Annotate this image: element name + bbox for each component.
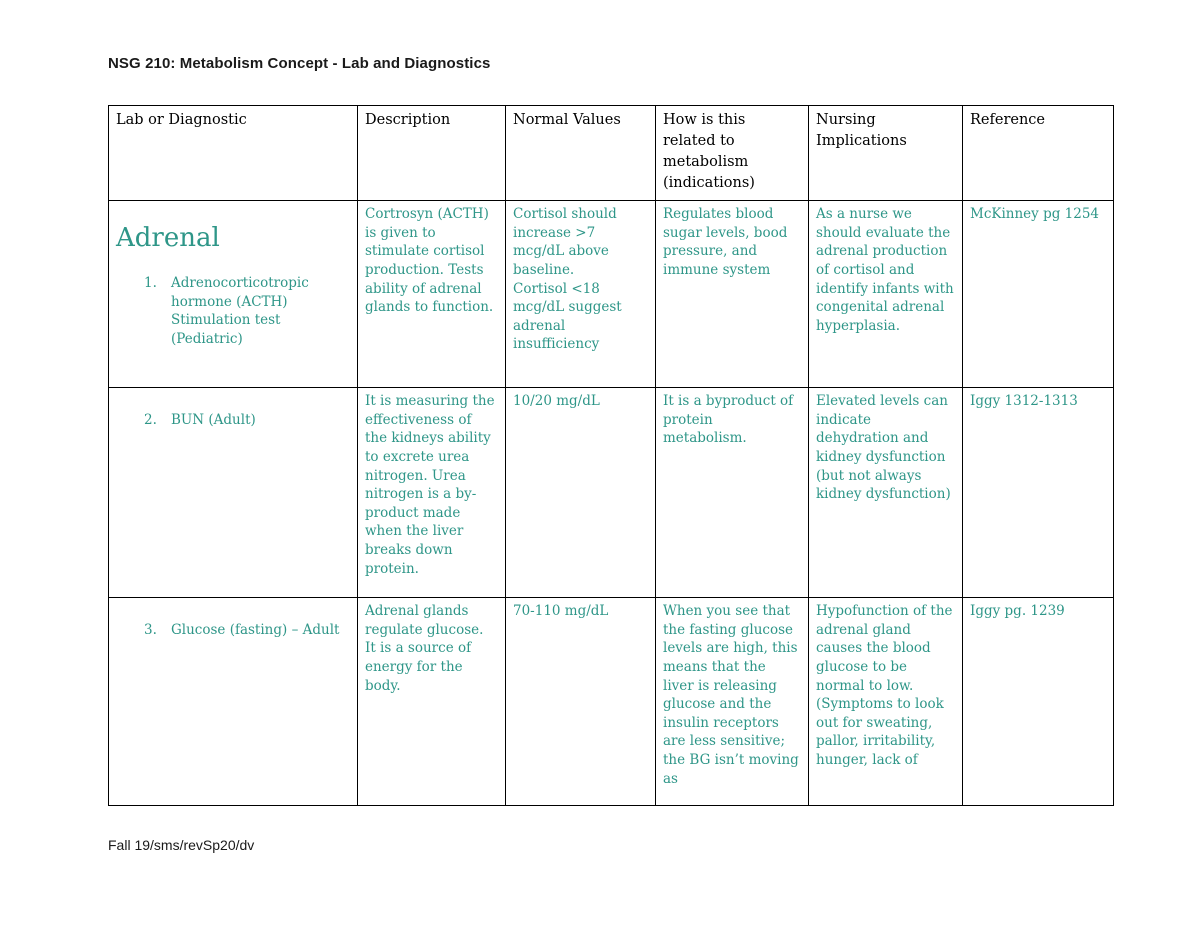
- column-header-lab-or-diagnostic: Lab or Diagnostic: [108, 104, 358, 202]
- table-row-acth: Adrenal 1. Adrenocorticotropic hormone (…: [108, 200, 1114, 389]
- cell-reference-glucose: Iggy pg. 1239: [962, 597, 1114, 807]
- list-number: 2.: [144, 411, 157, 428]
- table-header-row: Lab or Diagnostic Description Normal Val…: [108, 104, 1114, 202]
- cell-lab-bun: 2. BUN (Adult): [108, 387, 358, 599]
- cell-lab-glucose: 3. Glucose (fasting) – Adult: [108, 597, 358, 807]
- list-number: 3.: [144, 621, 157, 638]
- lab-name: Glucose (fasting) – Adult: [171, 621, 340, 638]
- list-number: 1.: [144, 274, 157, 291]
- lab-diagnostics-table: Lab or Diagnostic Description Normal Val…: [108, 104, 1114, 807]
- cell-description-acth: Cortrosyn (ACTH) is given to stimulate c…: [357, 200, 506, 389]
- column-header-nursing-implications: Nursing Implications: [808, 104, 963, 202]
- cell-nursing-implications-bun: Elevated levels can indicate dehydration…: [808, 387, 963, 599]
- table-row-bun: 2. BUN (Adult) It is measuring the effec…: [108, 387, 1114, 599]
- list-item-glucose: 3. Glucose (fasting) – Adult: [116, 621, 349, 640]
- cell-description-bun: It is measuring the effectiveness of the…: [357, 387, 506, 599]
- column-header-reference: Reference: [962, 104, 1114, 202]
- cell-metabolism-relation-bun: It is a byproduct of protein metabolism.: [655, 387, 809, 599]
- cell-nursing-implications-acth: As a nurse we should evaluate the adrena…: [808, 200, 963, 389]
- cell-lab-acth: Adrenal 1. Adrenocorticotropic hormone (…: [108, 200, 358, 389]
- lab-name: Adrenocorticotropic hormone (ACTH) Stimu…: [171, 274, 309, 347]
- cell-normal-values-acth: Cortisol should increase >7 mcg/dL above…: [505, 200, 656, 389]
- cell-nursing-implications-glucose: Hypofunction of the adrenal gland causes…: [808, 597, 963, 807]
- column-header-metabolism-relation: How is this related to metabolism (indic…: [655, 104, 809, 202]
- cell-metabolism-relation-glucose: When you see that the fasting glucose le…: [655, 597, 809, 807]
- cell-normal-values-glucose: 70-110 mg/dL: [505, 597, 656, 807]
- document-footer: Fall 19/sms/revSp20/dv: [108, 837, 255, 854]
- column-header-description: Description: [357, 104, 506, 202]
- list-item-acth: 1. Adrenocorticotropic hormone (ACTH) St…: [116, 274, 349, 349]
- list-item-bun: 2. BUN (Adult): [116, 411, 349, 430]
- cell-reference-acth: McKinney pg 1254: [962, 200, 1114, 389]
- cell-description-glucose: Adrenal glands regulate glucose. It is a…: [357, 597, 506, 807]
- table-row-glucose: 3. Glucose (fasting) – Adult Adrenal gla…: [108, 597, 1114, 807]
- cell-metabolism-relation-acth: Regulates blood sugar levels, bood press…: [655, 200, 809, 389]
- cell-reference-bun: Iggy 1312-1313: [962, 387, 1114, 599]
- lab-name: BUN (Adult): [171, 411, 256, 428]
- column-header-normal-values: Normal Values: [505, 104, 656, 202]
- section-heading-adrenal: Adrenal: [116, 222, 220, 253]
- document-title: NSG 210: Metabolism Concept - Lab and Di…: [108, 55, 491, 72]
- cell-normal-values-bun: 10/20 mg/dL: [505, 387, 656, 599]
